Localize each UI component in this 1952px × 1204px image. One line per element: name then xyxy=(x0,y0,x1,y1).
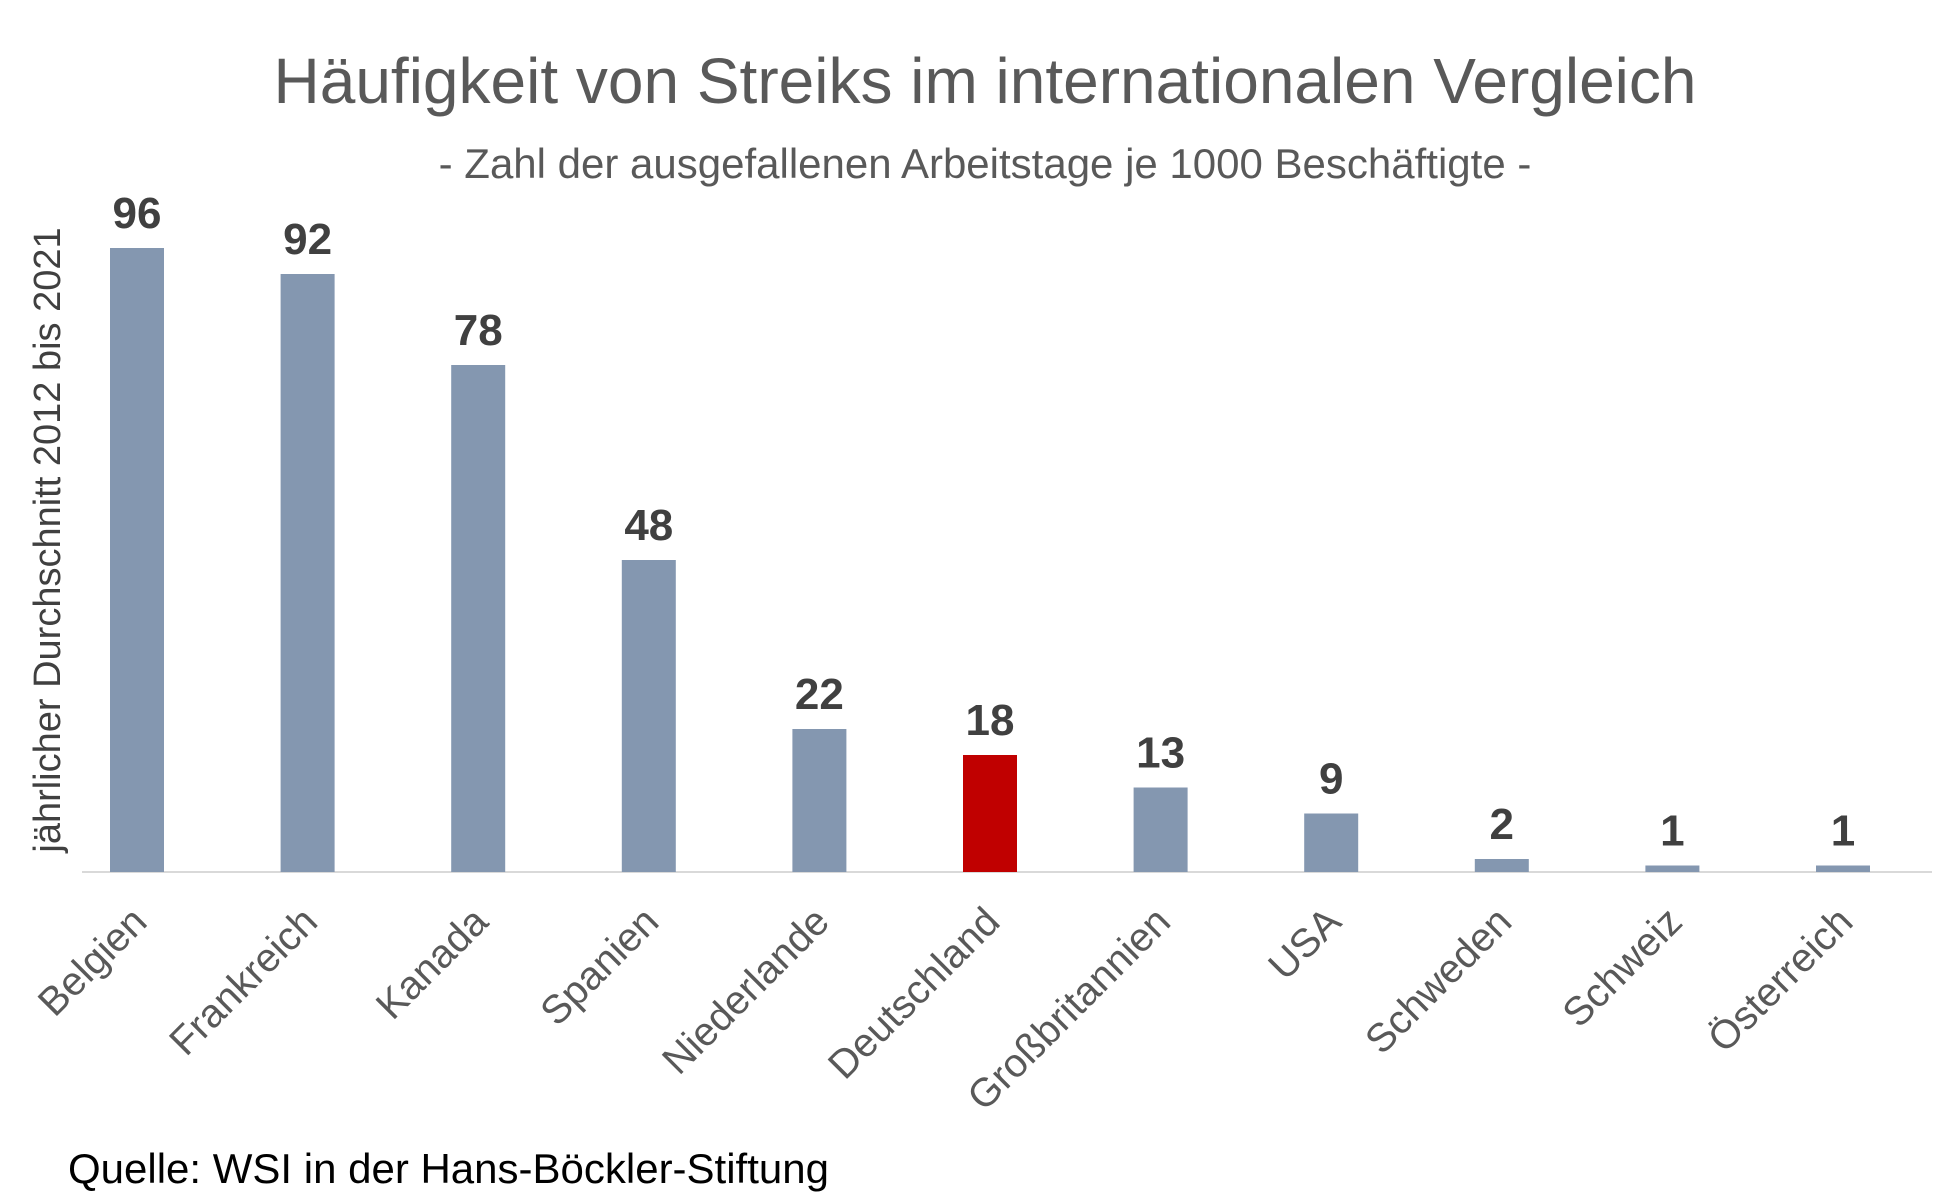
bar-deutschland xyxy=(963,755,1017,872)
data-label-niederlande: 22 xyxy=(795,670,844,719)
category-label-osterreich: Österreich xyxy=(1700,899,1862,1061)
bar-schweiz xyxy=(1645,865,1700,872)
data-label-usa: 9 xyxy=(1319,755,1343,804)
category-label-schweiz: Schweiz xyxy=(1554,899,1690,1035)
chart-subtitle: - Zahl der ausgefallenen Arbeitstage je … xyxy=(439,140,1532,187)
category-labels-group: Belgien Frankreich Kanada SpanienNiederland… xyxy=(30,899,1861,1119)
bar-niederlande xyxy=(792,729,847,872)
bar-frankreich xyxy=(280,274,335,872)
chart-title: Häufigkeit von Streiks im internationale… xyxy=(274,45,1697,117)
data-label-schweiz: 1 xyxy=(1660,807,1684,856)
data-label-grossbritannien: 13 xyxy=(1136,729,1185,778)
category-label-usa: USA xyxy=(1260,899,1349,988)
bar-schweden xyxy=(1474,859,1529,872)
data-label-spanien: 48 xyxy=(624,501,673,550)
bar-spanien xyxy=(621,560,676,872)
category-label-niederlande: Niederlande xyxy=(654,899,838,1083)
bars-group xyxy=(110,248,1870,872)
category-label-spanien: Spanien xyxy=(532,899,667,1034)
bar-kanada xyxy=(451,365,506,872)
category-label-frankreich: Frankreich xyxy=(161,899,326,1064)
bar-belgien xyxy=(110,248,164,872)
data-label-frankreich: 92 xyxy=(283,215,332,264)
data-label-belgien: 96 xyxy=(113,189,162,238)
data-label-osterreich: 1 xyxy=(1831,807,1855,856)
data-label-schweden: 2 xyxy=(1490,800,1514,849)
bar-usa xyxy=(1304,813,1359,872)
data-label-kanada: 78 xyxy=(454,306,503,355)
source-note: Quelle: WSI in der Hans-Böckler-Stiftung xyxy=(68,1145,829,1192)
category-label-kanada: Kanada xyxy=(368,899,497,1028)
data-label-deutschland: 18 xyxy=(966,696,1015,745)
category-label-belgien: Belgien xyxy=(30,899,155,1024)
bar-osterreich xyxy=(1816,865,1870,872)
y-axis-label: jährlicher Durchschnitt 2012 bis 2021 xyxy=(27,227,69,853)
category-label-deutschland: Deutschland xyxy=(820,899,1008,1087)
bar-grossbritannien xyxy=(1133,787,1188,872)
category-label-schweden: Schweden xyxy=(1357,899,1520,1062)
